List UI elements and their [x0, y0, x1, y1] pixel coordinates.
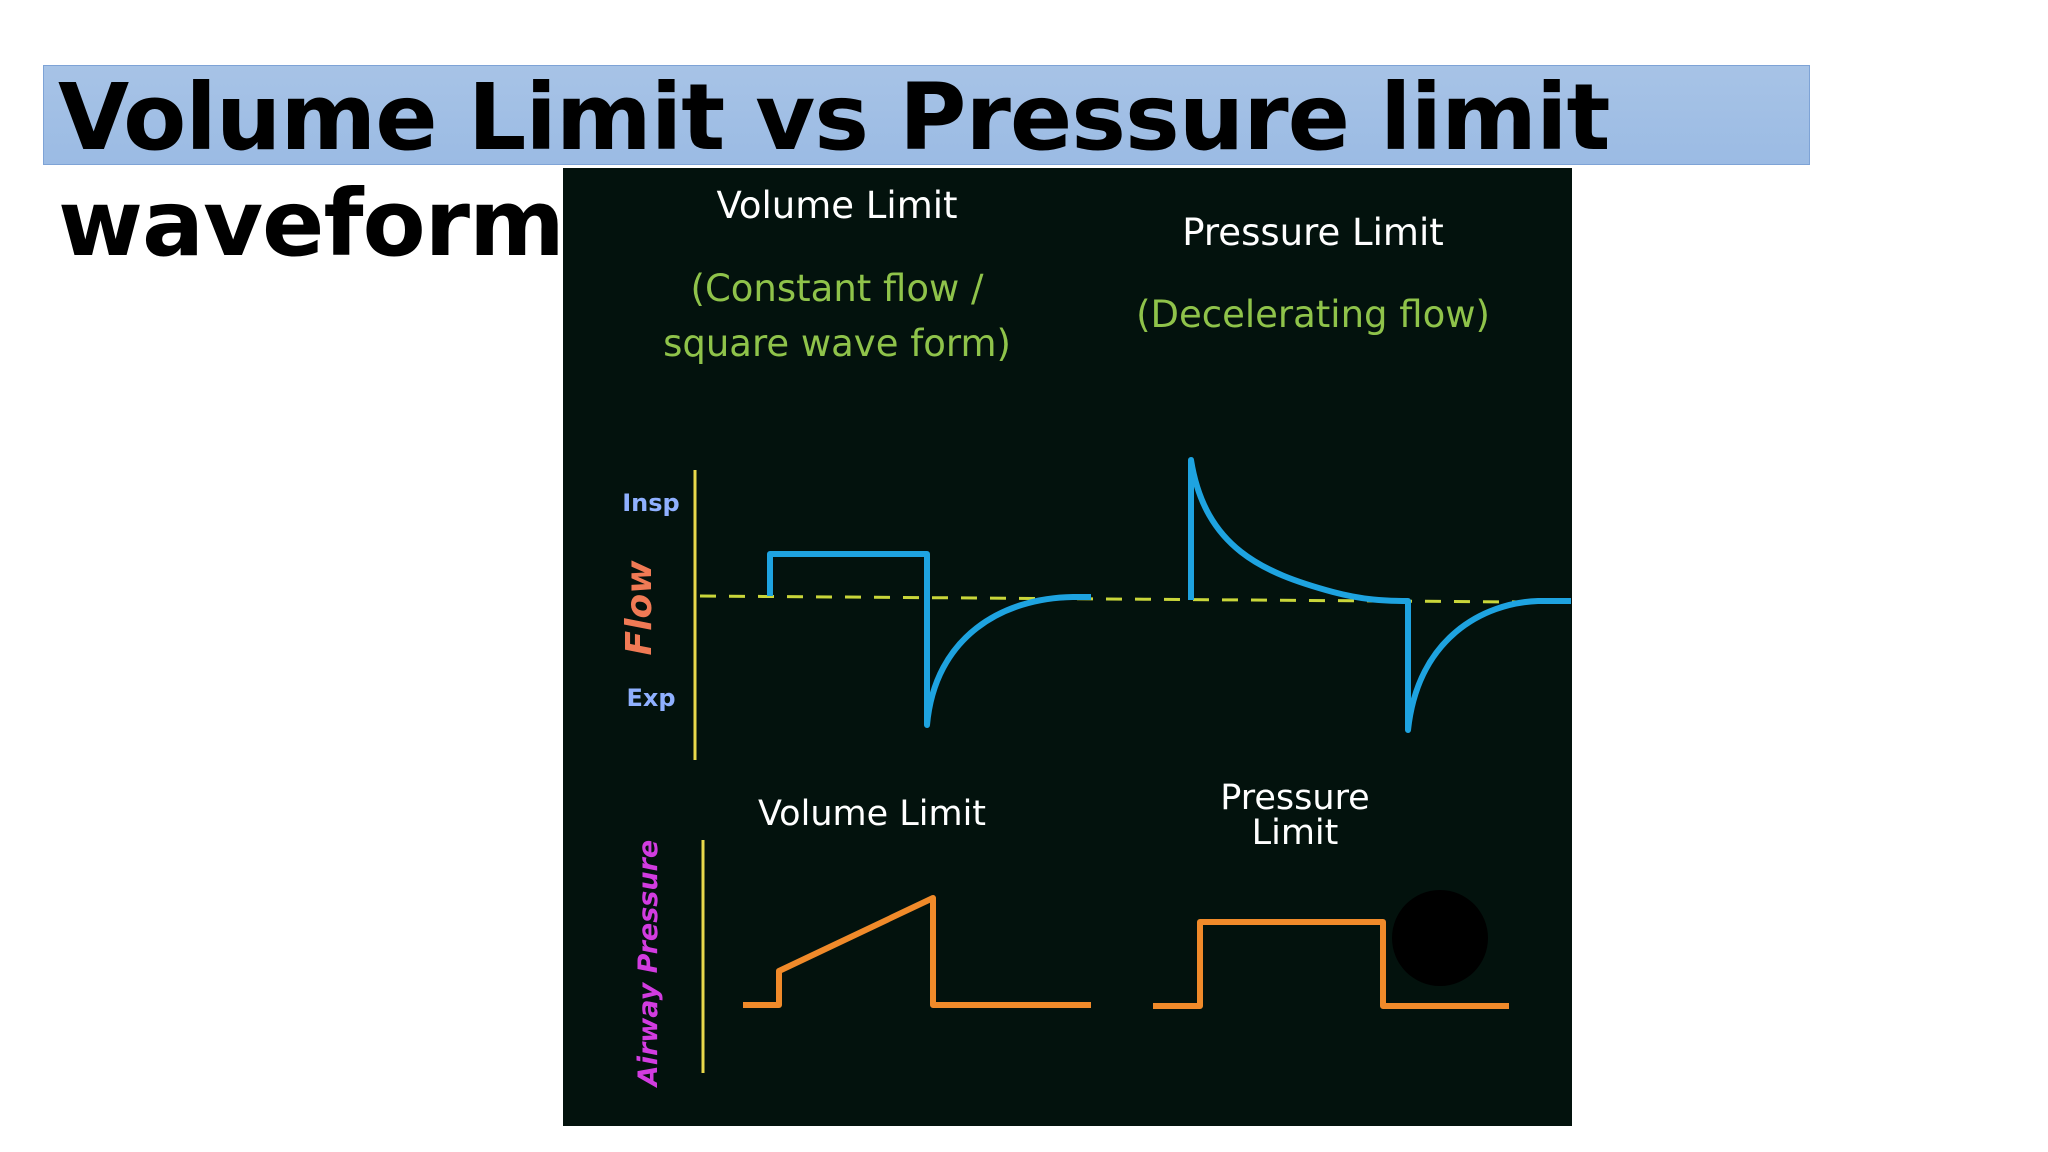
waveform-figure: Volume Limit (Constant flow / square wav…: [563, 168, 1572, 1126]
slide-title-continuation: waveform: [58, 170, 565, 277]
flow-axis-label: Flow: [619, 560, 660, 656]
pressure-limit-pressure-trace: [1153, 919, 1509, 1009]
title-bar: [43, 65, 1810, 165]
volume-limit-heading: Volume Limit: [716, 184, 957, 227]
pressure-limit-heading: Pressure Limit: [1182, 211, 1443, 254]
volume-limit-flow-trace: [767, 551, 1091, 728]
lower-pressure-limit-label-1: Pressure: [1220, 778, 1369, 818]
lower-pressure-limit-label-2: Limit: [1252, 813, 1339, 853]
lower-volume-limit-label: Volume Limit: [758, 794, 986, 834]
pressure-limit-subheading: (Decelerating flow): [1136, 293, 1490, 336]
volume-limit-subheading-1: (Constant flow /: [691, 267, 984, 310]
volume-limit-pressure-trace: [743, 895, 1091, 1008]
insp-label: Insp: [622, 489, 679, 517]
airway-pressure-axis-label: Airway Pressure: [633, 840, 664, 1088]
flow-zero-baseline: [699, 594, 1522, 604]
volume-limit-subheading-2: square wave form): [663, 322, 1011, 365]
pointer-dot: [1392, 890, 1488, 986]
waveform-diagram: Volume Limit (Constant flow / square wav…: [619, 184, 1571, 1088]
exp-label: Exp: [626, 684, 675, 712]
slide-title: Volume Limit vs Pressure limit: [58, 64, 1610, 171]
pressure-limit-flow-trace: [1188, 457, 1571, 733]
